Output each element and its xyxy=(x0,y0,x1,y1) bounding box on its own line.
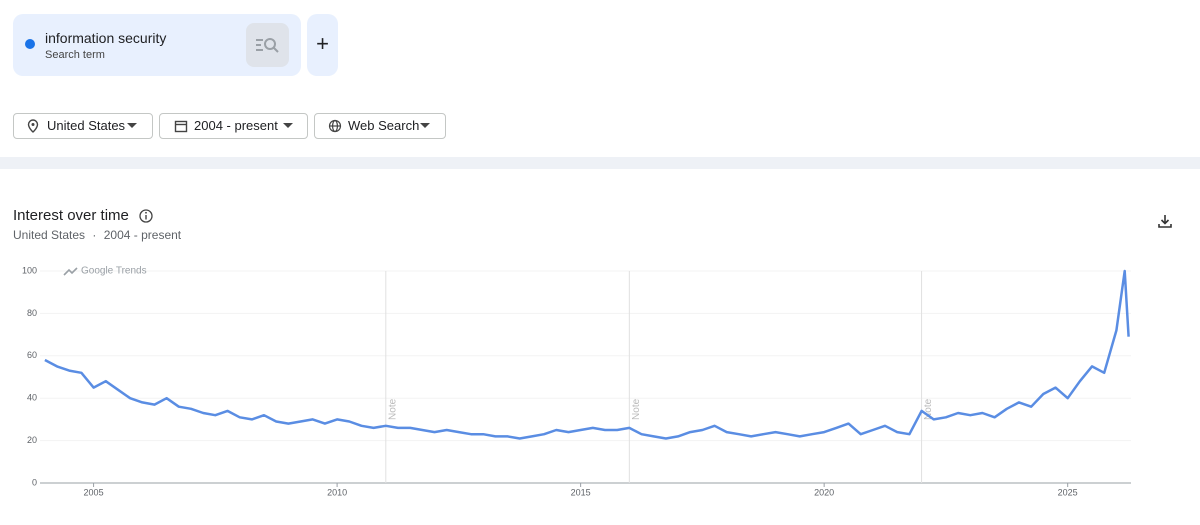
dropdown-arrow xyxy=(283,123,293,128)
y-tick-label: 0 xyxy=(32,477,37,487)
x-tick-label: 2020 xyxy=(814,487,834,497)
search-term: information security xyxy=(45,30,167,46)
search-term-subtitle: Search term xyxy=(45,49,105,61)
dropdown-arrow xyxy=(420,123,430,128)
filter-chip[interactable]: 2004 - present xyxy=(159,113,308,139)
y-tick-label: 100 xyxy=(22,265,37,275)
icon xyxy=(256,38,279,53)
download-icon[interactable] xyxy=(1157,213,1173,229)
trend-line xyxy=(44,269,1130,440)
note-label: Note xyxy=(923,398,934,420)
y-tick-label: 60 xyxy=(27,350,37,360)
x-tick-label: 2015 xyxy=(571,487,591,497)
x-tick-label: 2010 xyxy=(327,487,347,497)
subtitle-separator: · xyxy=(92,228,97,242)
add-term-button[interactable]: + xyxy=(307,14,338,76)
compare-icon[interactable] xyxy=(246,23,289,67)
info-icon[interactable] xyxy=(138,208,154,224)
filter-label: Web Search xyxy=(348,118,420,133)
x-tick-label: 2005 xyxy=(84,487,104,497)
y-tick-label: 40 xyxy=(27,393,37,403)
series-dot xyxy=(25,39,35,49)
watermark-icon xyxy=(63,267,78,276)
y-tick-label: 20 xyxy=(27,435,37,445)
panel-subtitle: United States · 2004 - present xyxy=(13,228,181,242)
calendar-icon xyxy=(174,120,188,133)
panel-title: Interest over time xyxy=(13,207,129,224)
search-term-card[interactable]: information security Search term xyxy=(13,14,301,76)
y-tick-label: 80 xyxy=(27,308,37,318)
note-label: Note xyxy=(387,398,398,420)
pin-icon xyxy=(27,119,39,133)
divider-band xyxy=(0,157,1200,169)
note-label: Note xyxy=(631,398,642,420)
watermark: Google Trends xyxy=(81,266,147,277)
filter-label: 2004 - present xyxy=(194,118,278,133)
filter-label: United States xyxy=(47,118,126,133)
x-tick-label: 2025 xyxy=(1058,487,1078,497)
filter-chip[interactable]: Web Search xyxy=(314,113,446,139)
globe-icon xyxy=(328,119,342,133)
subtitle-region: United States xyxy=(13,228,86,242)
dropdown-arrow xyxy=(127,123,137,128)
filter-chip[interactable]: United States xyxy=(13,113,153,139)
subtitle-period: 2004 - present xyxy=(103,228,182,242)
